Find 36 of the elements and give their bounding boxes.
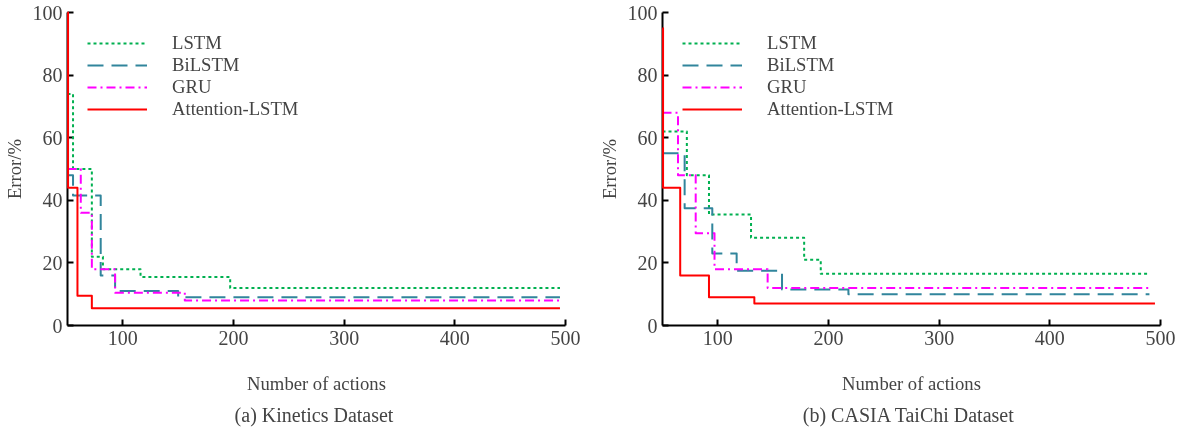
- y-tick-label: 20: [42, 251, 63, 274]
- x-tick-label: 300: [924, 326, 955, 349]
- x-tick-label: 300: [329, 326, 360, 349]
- x-tick-label: 500: [1145, 326, 1176, 349]
- legend-label: GRU: [172, 76, 212, 98]
- y-tick-label: 100: [32, 1, 63, 24]
- legend-label: GRU: [767, 76, 807, 98]
- y-tick-label: 80: [637, 64, 658, 87]
- y-axis-title: Error/%: [598, 138, 620, 200]
- legend-label: Attention-LSTM: [172, 98, 299, 120]
- y-tick-label: 60: [42, 126, 63, 149]
- text: (a) Kinetics Dataset: [234, 403, 394, 427]
- x-axis-title: Number of actions: [842, 372, 981, 394]
- y-tick-label: 40: [637, 189, 658, 212]
- y-tick-label: 20: [637, 251, 658, 274]
- y-tick-label: 0: [647, 314, 658, 337]
- x-axis-title: Number of actions: [247, 372, 386, 394]
- y-tick-label: 0: [52, 314, 63, 337]
- x-tick-label: 100: [107, 326, 138, 349]
- legend-label: Attention-LSTM: [767, 98, 894, 120]
- x-tick-label: 400: [1034, 326, 1065, 349]
- legend-label: LSTM: [767, 32, 817, 54]
- x-tick-label: 200: [218, 326, 249, 349]
- text: (b) CASIA TaiChi Dataset: [802, 403, 1015, 427]
- legend-label: LSTM: [172, 32, 222, 54]
- legend-label: BiLSTM: [767, 54, 835, 76]
- x-tick-label: 100: [702, 326, 733, 349]
- y-axis-title: Error/%: [3, 138, 25, 200]
- y-tick-label: 80: [42, 64, 63, 87]
- y-tick-label: 60: [637, 126, 658, 149]
- x-tick-label: 500: [550, 326, 581, 349]
- y-tick-label: 100: [627, 1, 658, 24]
- x-tick-label: 400: [439, 326, 470, 349]
- x-tick-label: 200: [813, 326, 844, 349]
- y-tick-label: 40: [42, 189, 63, 212]
- legend-label: BiLSTM: [172, 54, 240, 76]
